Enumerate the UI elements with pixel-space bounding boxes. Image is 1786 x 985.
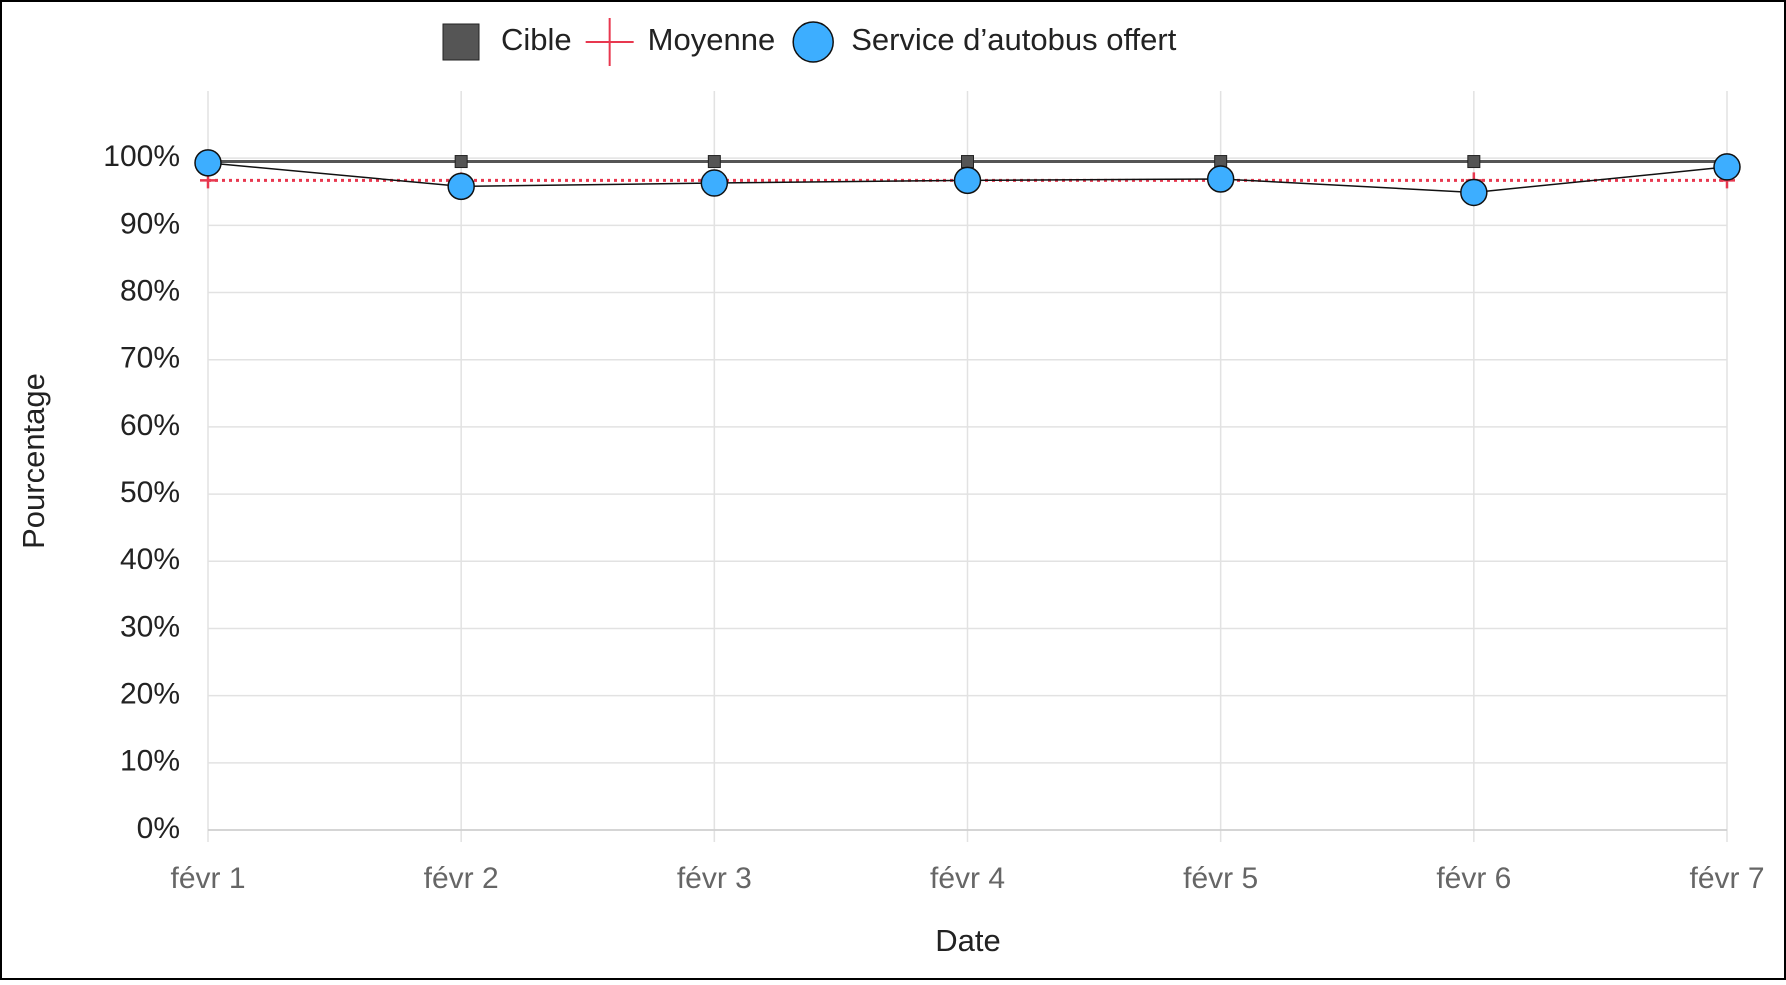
legend: Cible Moyenne Service d’autobus offert	[442, 18, 1177, 66]
y-tick-label: 50%	[120, 476, 180, 509]
x-axis-label: Date	[935, 923, 1000, 958]
x-tick-label: févr 7	[1689, 862, 1764, 895]
y-tick-label: 0%	[137, 812, 180, 845]
y-tick-label: 70%	[120, 342, 180, 375]
circle-marker	[447, 172, 475, 201]
circle-marker	[1713, 153, 1741, 181]
y-tick-label: 100%	[103, 140, 180, 173]
circle-marker	[1206, 165, 1235, 193]
circle-marker	[1460, 178, 1488, 207]
square-marker	[1467, 155, 1481, 169]
y-tick-label: 90%	[120, 207, 180, 240]
x-tick-label: févr 3	[677, 862, 752, 895]
square-marker	[961, 155, 974, 169]
y-tick-label: 10%	[120, 745, 180, 778]
x-tick-label: févr 2	[424, 862, 499, 895]
x-tick-label: févr 5	[1183, 862, 1258, 895]
legend-label: Moyenne	[648, 22, 776, 57]
circle-marker	[700, 169, 729, 197]
y-tick-label: 60%	[120, 409, 180, 442]
x-tick-label: févr 4	[930, 862, 1005, 895]
y-tick-label: 80%	[120, 274, 180, 307]
legend-label: Service d’autobus offert	[851, 22, 1177, 57]
square-marker	[454, 155, 468, 169]
legend-swatch	[585, 18, 634, 66]
x-tick-label: févr 1	[170, 862, 245, 895]
circle-marker	[953, 166, 982, 195]
series-2	[194, 149, 1741, 207]
y-tick-label: 40%	[120, 543, 180, 576]
x-tick-label: févr 6	[1436, 862, 1511, 895]
circle-marker	[194, 149, 222, 177]
y-axis-label: Pourcentage	[16, 373, 51, 549]
legend-label: Cible	[501, 22, 572, 57]
legend-swatch	[442, 23, 480, 61]
legend-swatch	[792, 21, 834, 63]
y-tick-label: 30%	[120, 610, 180, 643]
square-marker	[707, 155, 721, 169]
y-tick-label: 20%	[120, 678, 180, 711]
